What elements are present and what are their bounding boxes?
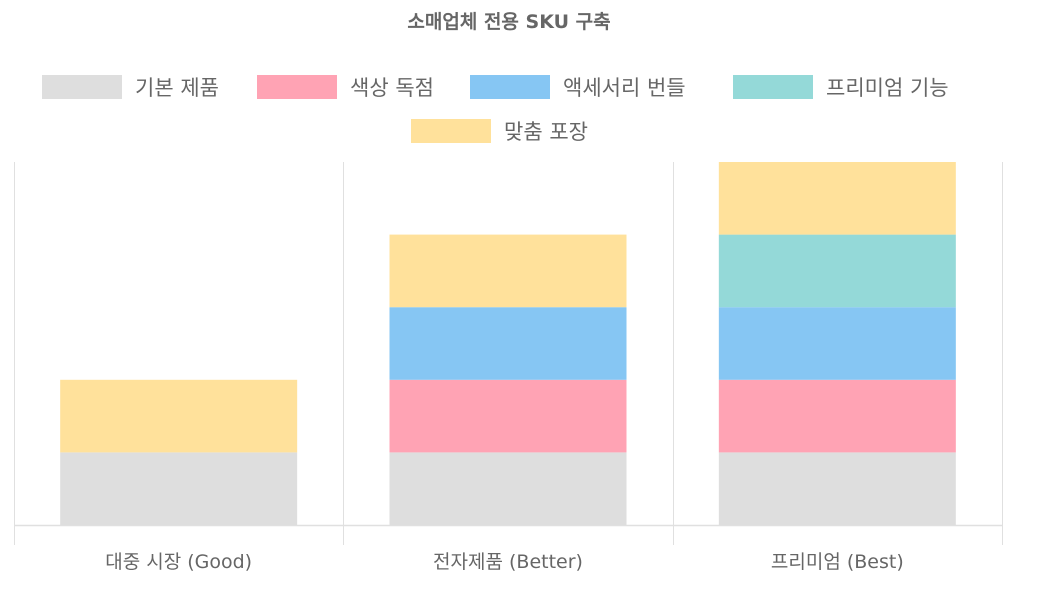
x-axis: 대중 시장 (Good) 전자제품 (Better) 프리미엄 (Best) [14,524,1002,573]
bar-segment[interactable] [718,234,956,308]
legend-label: 액세서리 번들 [563,76,686,100]
bar-segment[interactable] [718,452,956,525]
x-tick-label: 전자제품 (Better) [433,551,583,573]
chart-title: 소매업체 전용 SKU 구축 [407,11,610,33]
grid-lines [14,162,1003,545]
legend-label: 프리미엄 기능 [826,76,949,100]
bar-segment[interactable] [389,452,627,525]
legend-swatch[interactable] [733,75,813,99]
legend-swatch[interactable] [42,75,122,99]
legend-label: 색상 독점 [350,76,434,100]
bar-segment[interactable] [718,162,956,235]
bar-segment[interactable] [389,307,627,380]
bar-segment[interactable] [389,234,627,308]
x-tick-label: 대중 시장 (Good) [105,551,252,573]
bar-segment[interactable] [60,379,298,453]
bar-segment[interactable] [718,379,956,453]
bar-segment[interactable] [60,452,298,525]
legend-label: 맞춤 포장 [504,120,588,144]
legend-swatch[interactable] [257,75,337,99]
bar-segment[interactable] [389,379,627,453]
legend-swatch[interactable] [470,75,550,99]
bar-segment[interactable] [718,307,956,380]
x-tick-label: 프리미엄 (Best) [771,551,904,573]
legend-label: 기본 제품 [135,76,219,100]
legend-swatch[interactable] [411,119,491,143]
bars [60,162,956,525]
